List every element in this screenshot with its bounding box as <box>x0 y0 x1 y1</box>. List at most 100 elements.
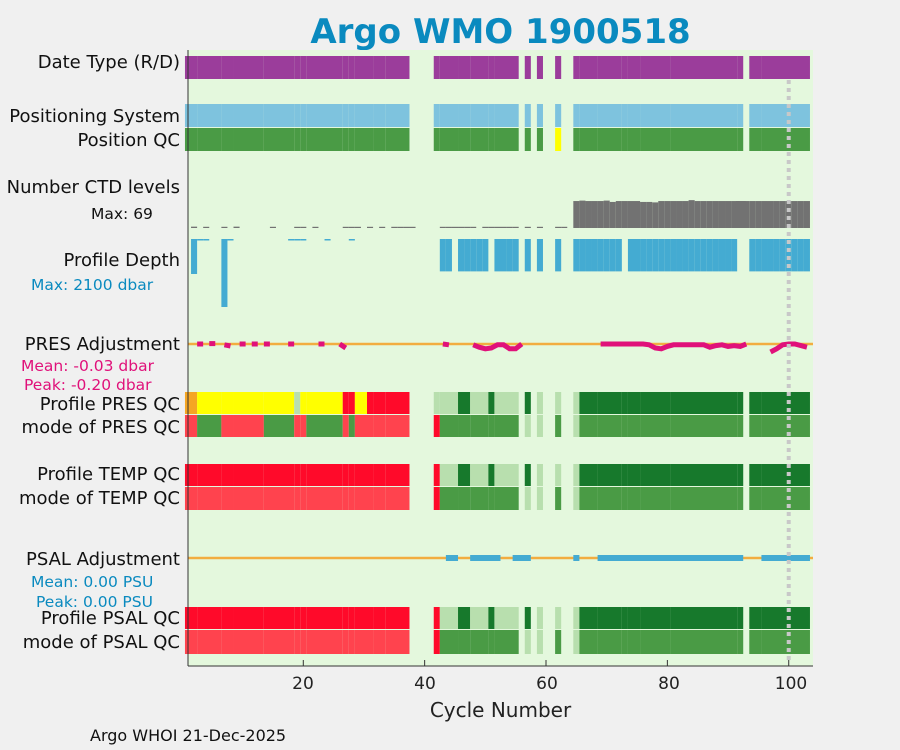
mode-temp-qc-bar <box>470 487 489 510</box>
position-qc-bar <box>670 128 738 151</box>
profile-depth-bar <box>203 239 210 241</box>
mode-pres-qc-bar <box>670 415 738 437</box>
profile-depth-bar <box>597 239 604 272</box>
mode-psal-qc-bar <box>348 630 355 654</box>
mode-pres-qc-bar <box>433 415 440 437</box>
positioning-bar <box>263 104 295 127</box>
ctd-level-bar <box>670 201 677 228</box>
x-tick-label: 100 <box>774 674 808 694</box>
psal-adjustment-segment <box>445 555 459 561</box>
date-type-bar <box>749 56 762 79</box>
mode-pres-qc-bar <box>621 415 628 437</box>
mode-pres-qc-bar <box>579 415 598 437</box>
position-qc-bar <box>458 128 471 151</box>
mode-pres-qc-bar <box>306 415 343 437</box>
profile-pres-qc-bar <box>737 392 744 414</box>
ctd-level-bar <box>640 201 647 228</box>
mode-pres-qc-bar <box>470 415 489 437</box>
ctd-level-bar <box>573 201 580 228</box>
ctd-level-bar <box>609 201 616 228</box>
profile-depth-bar <box>627 239 634 272</box>
profile-psal-qc-bar <box>488 607 495 629</box>
position-qc-bar <box>306 128 343 151</box>
mode-psal-qc-bar <box>306 630 343 654</box>
position-qc-bar <box>373 128 386 151</box>
ctd-level-bar <box>755 201 762 228</box>
profile-pres-qc-bar <box>439 392 459 414</box>
profile-pres-qc-bar <box>184 392 198 414</box>
mode-temp-qc-bar <box>627 487 641 510</box>
date-type-bar <box>306 56 343 79</box>
profile-pres-qc-bar <box>197 392 222 414</box>
ctd-level-bar <box>506 226 513 228</box>
mode-psal-qc-bar <box>621 630 628 654</box>
mode-temp-qc-bar <box>367 487 374 510</box>
psal-adjustment-segment <box>761 555 810 561</box>
positioning-bar <box>597 104 622 127</box>
ctd-level-bar <box>300 226 307 228</box>
profile-psal-qc-bar <box>761 607 810 629</box>
mode-temp-qc-bar <box>306 487 343 510</box>
ctd-level-bar <box>706 201 713 228</box>
date-type-bar <box>640 56 671 79</box>
profile-depth-bar <box>658 239 665 272</box>
profile-psal-qc-bar <box>597 607 622 629</box>
ctd-level-bar <box>664 201 671 228</box>
mode-psal-qc-bar <box>640 630 671 654</box>
positioning-bar <box>494 104 519 127</box>
position-qc-bar <box>737 128 744 151</box>
positioning-bar <box>458 104 471 127</box>
position-qc-bar <box>348 128 355 151</box>
ctd-level-bar <box>658 201 665 228</box>
date-type-bar <box>761 56 810 79</box>
ctd-level-bar <box>458 226 465 228</box>
date-type-bar <box>670 56 738 79</box>
ctd-level-bar <box>451 226 459 228</box>
pres-adjustment-line <box>223 342 231 349</box>
profile-depth-bar <box>536 239 543 272</box>
ctd-level-bar <box>221 226 228 228</box>
ctd-level-bar <box>627 201 634 228</box>
profile-psal-qc-bar <box>385 607 410 629</box>
ctd-level-bar <box>739 201 746 228</box>
date-type-bar <box>348 56 355 79</box>
mode-pres-qc-bar <box>184 415 198 437</box>
profile-psal-qc-bar <box>300 607 307 629</box>
date-type-bar <box>439 56 459 79</box>
ctd-level-bar <box>536 226 543 228</box>
profile-depth-bar <box>676 239 683 272</box>
profile-pres-qc-bar <box>373 392 386 414</box>
profile-temp-qc-bar <box>555 464 562 486</box>
profile-pres-qc-bar <box>555 392 562 414</box>
profile-depth-bar <box>646 239 653 272</box>
ctd-level-bar <box>791 201 798 228</box>
mode-pres-qc-bar <box>597 415 622 437</box>
positioning-bar <box>573 104 580 127</box>
profile-temp-qc-bar <box>221 464 234 486</box>
profile-depth-bar <box>591 239 598 272</box>
profile-depth-bar <box>779 239 786 272</box>
position-qc-bar <box>573 128 580 151</box>
profile-pres-qc-bar <box>640 392 671 414</box>
ctd-level-bar <box>779 201 786 228</box>
profile-temp-qc-bar <box>640 464 671 486</box>
mode-pres-qc-bar <box>749 415 762 437</box>
profile-depth-bar <box>706 239 713 272</box>
profile-depth-bar <box>633 239 641 272</box>
position-qc-bar <box>749 128 762 151</box>
ctd-level-bar <box>294 226 301 228</box>
profile-depth-bar <box>767 239 774 272</box>
mode-temp-qc-bar <box>439 487 459 510</box>
position-qc-bar <box>627 128 641 151</box>
positioning-bar <box>627 104 641 127</box>
ctd-level-bar <box>233 226 240 228</box>
mode-pres-qc-bar <box>221 415 234 437</box>
position-qc-bar <box>233 128 264 151</box>
ctd-level-bar <box>379 226 386 228</box>
positioning-bar <box>306 104 343 127</box>
profile-depth-bar <box>227 239 234 241</box>
position-qc-bar <box>184 128 198 151</box>
profile-psal-qc-bar <box>348 607 355 629</box>
profile-temp-qc-bar <box>536 464 543 486</box>
profile-pres-qc-bar <box>221 392 234 414</box>
